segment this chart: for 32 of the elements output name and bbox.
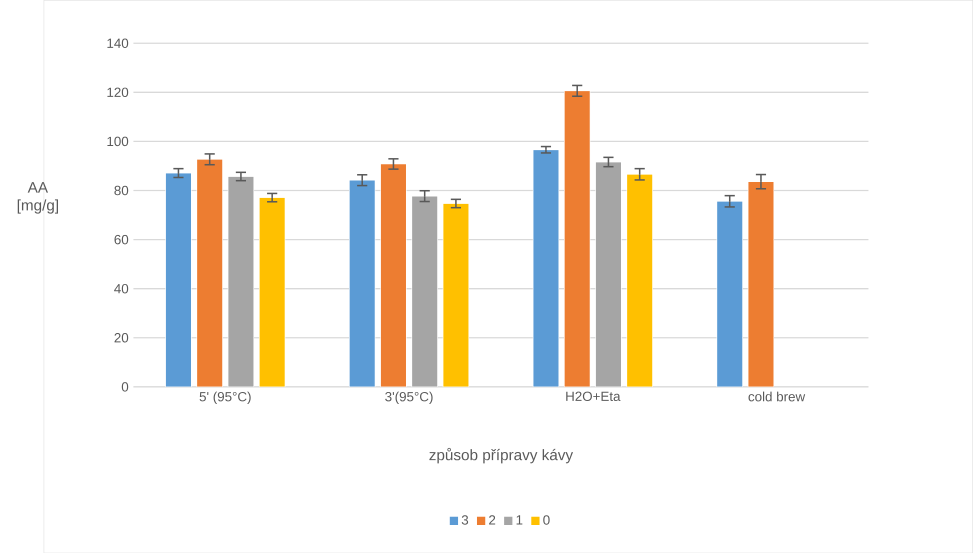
bar <box>564 90 590 387</box>
y-tick-label: 120 <box>107 87 128 97</box>
y-axis-title: AA [mg/g] <box>18 182 58 214</box>
bar <box>748 181 774 387</box>
x-tick-label: H2O+Eta <box>566 391 620 401</box>
bar <box>626 174 653 387</box>
legend-label: 3 <box>462 515 468 525</box>
y-tick-label: 60 <box>114 234 128 244</box>
bar <box>716 200 743 387</box>
bar <box>258 197 286 387</box>
bar <box>165 172 192 387</box>
y-tick-label: 0 <box>122 382 128 392</box>
y-tick-label: 20 <box>114 332 128 342</box>
bar <box>442 203 470 387</box>
y-tick-label: 100 <box>107 136 128 146</box>
y-tick-label: 140 <box>107 38 128 48</box>
x-tick-label: cold brew <box>748 391 806 402</box>
bar <box>412 196 438 387</box>
x-tick-label: 5' (95°C) <box>200 391 251 404</box>
y-tick-label: 40 <box>114 284 128 294</box>
bar <box>349 180 376 387</box>
legend-label: 0 <box>543 515 550 525</box>
bar <box>228 176 254 387</box>
legend-label: 1 <box>516 515 522 524</box>
bar <box>595 162 622 387</box>
bar <box>532 149 560 387</box>
x-tick-label: 3'(95°C) <box>385 391 433 404</box>
legend-label: 2 <box>489 515 496 524</box>
y-tick-label: 80 <box>114 186 128 196</box>
x-axis-title: způsob přípravy kávy <box>429 448 574 464</box>
bar <box>380 164 407 387</box>
bar <box>196 158 223 387</box>
